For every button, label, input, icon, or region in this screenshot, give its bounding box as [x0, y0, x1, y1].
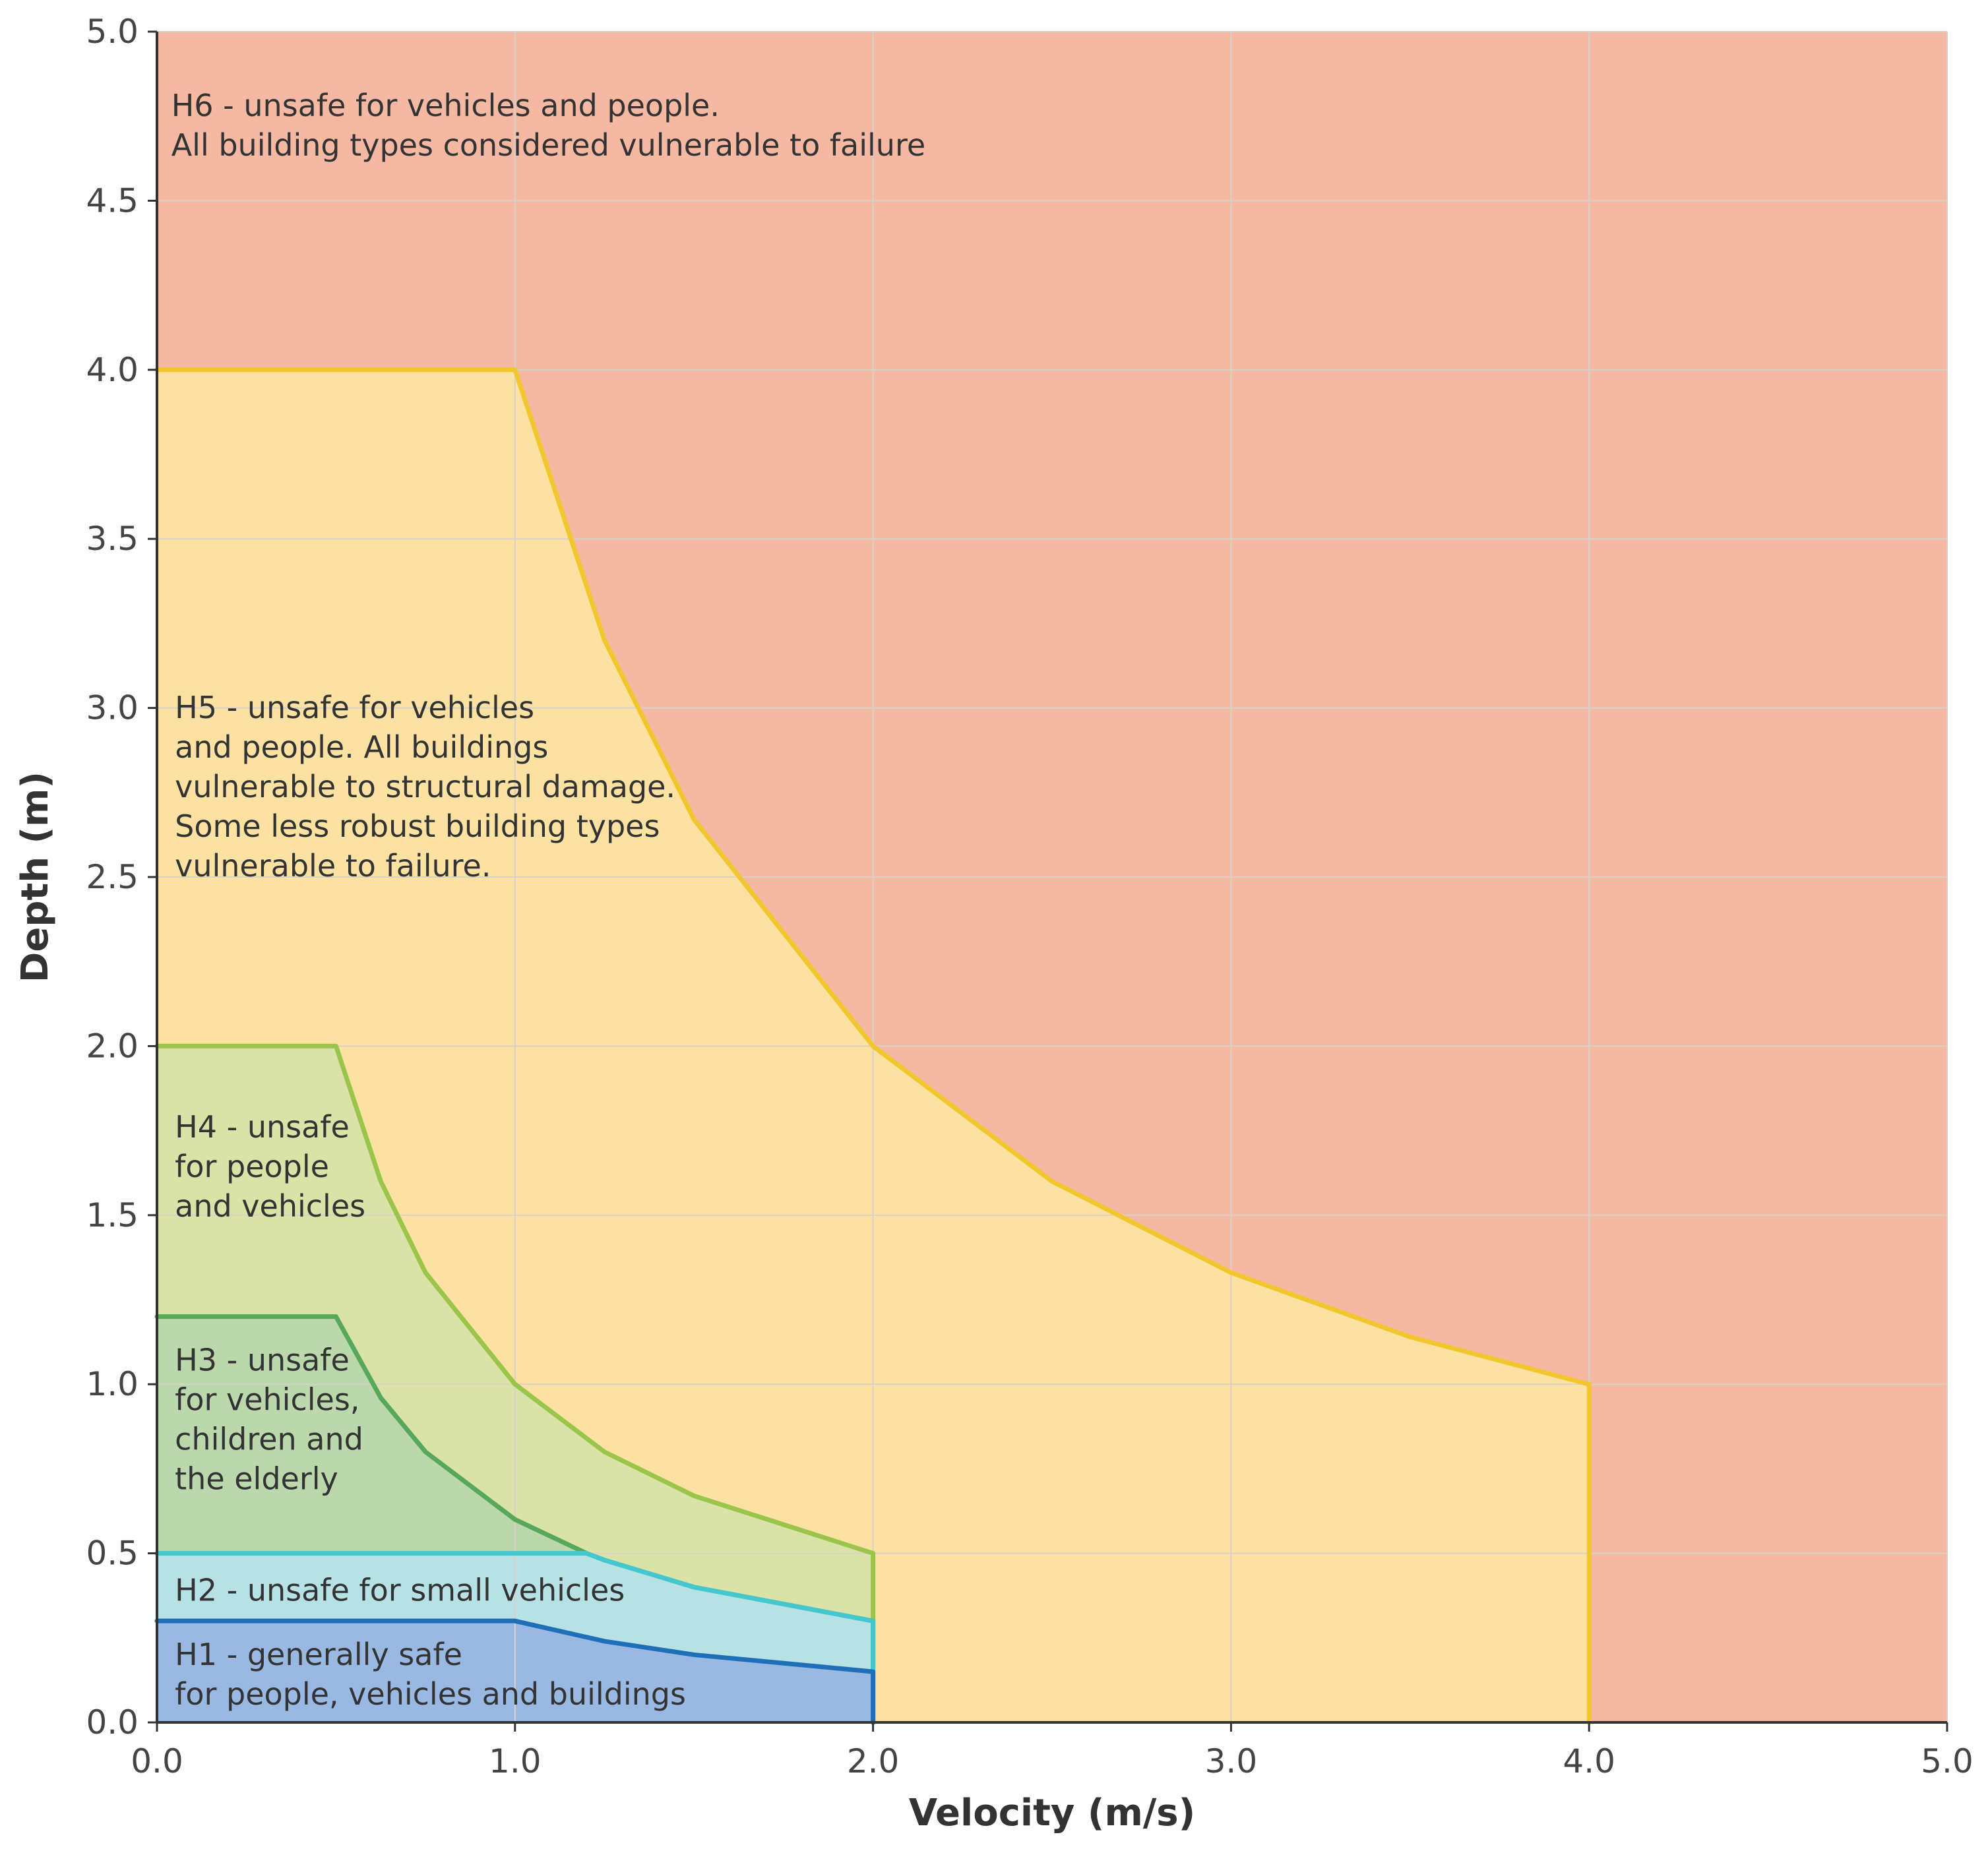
zone-boundaries — [154, 367, 1592, 1725]
zone-h4-label: H4 - unsafe for people and vehicles — [175, 1109, 365, 1224]
zone-h4-boundary — [154, 1043, 876, 1725]
zone-h5-boundary — [154, 367, 1592, 1725]
y-tick-label: 2.0 — [86, 1027, 139, 1065]
y-tick-label: 0.5 — [86, 1534, 139, 1573]
x-tick-label: 4.0 — [1563, 1742, 1615, 1780]
y-tick-label: 4.5 — [86, 181, 139, 220]
y-tick-label: 3.5 — [86, 520, 139, 558]
zone-h6-label: H6 - unsafe for vehicles and people. All … — [171, 88, 925, 163]
x-tick-label: 1.0 — [489, 1742, 542, 1780]
zone-label-line: H5 - unsafe for vehicles — [175, 690, 534, 725]
y-tick-label: 4.0 — [86, 351, 139, 389]
zone-label-line: and vehicles — [175, 1188, 365, 1224]
zone-label-line: H3 - unsafe — [175, 1343, 350, 1378]
zone-label-line: vulnerable to failure. — [175, 848, 491, 884]
y-tick-label: 5.0 — [86, 13, 139, 51]
zone-label-line: children and — [175, 1422, 363, 1457]
zone-label-line: for people — [175, 1149, 329, 1184]
zone-label-line: for people, vehicles and buildings — [175, 1676, 686, 1712]
zone-labels: H6 - unsafe for vehicles and people. All … — [171, 88, 925, 1712]
x-tick-label: 5.0 — [1921, 1742, 1973, 1780]
y-axis-title: Depth (m) — [14, 772, 57, 983]
y-tick-label: 1.5 — [86, 1196, 139, 1234]
y-tick-label: 2.5 — [86, 858, 139, 896]
zone-label-line: All building types considered vulnerable… — [171, 127, 925, 163]
zone-h3-label: H3 - unsafe for vehicles, children and the … — [175, 1343, 363, 1497]
zone-h2-boundary — [154, 1551, 876, 1725]
y-tick-label: 3.0 — [86, 689, 139, 727]
x-tick-label: 2.0 — [847, 1742, 900, 1780]
zone-label-line: and people. All buildings — [175, 729, 548, 765]
zone-label-line: H1 - generally safe — [175, 1637, 462, 1672]
x-tick-label: 3.0 — [1205, 1742, 1258, 1780]
zone-h1-label: H1 - generally safe for people, vehicles … — [175, 1637, 686, 1712]
zone-label-line: H2 - unsafe for small vehicles — [175, 1572, 625, 1608]
zone-label-line: for vehicles, — [175, 1382, 359, 1418]
ticks: 0.0 1.0 2.0 3.0 4.0 5.0 0.0 0.5 1.0 1.5 2.0 2.5 3.0 3… — [86, 13, 1973, 1780]
zone-label-line: the elderly — [175, 1461, 338, 1497]
zone-label-line: Some less robust building types — [175, 808, 660, 844]
zone-label-line: vulnerable to structural damage. — [175, 769, 675, 804]
zone-label-line: H6 - unsafe for vehicles and people. — [171, 88, 720, 123]
zone-label-line: H4 - unsafe — [175, 1109, 350, 1145]
y-tick-label: 0.0 — [86, 1703, 139, 1742]
zone-h1-boundary — [154, 1618, 876, 1725]
zone-h5-label: H5 - unsafe for vehicles and people. All … — [175, 690, 675, 884]
zone-h2-label: H2 - unsafe for small vehicles — [175, 1572, 625, 1608]
y-tick-label: 1.0 — [86, 1365, 139, 1403]
x-axis-title: Velocity (m/s) — [909, 1792, 1195, 1834]
x-tick-label: 0.0 — [131, 1742, 183, 1780]
